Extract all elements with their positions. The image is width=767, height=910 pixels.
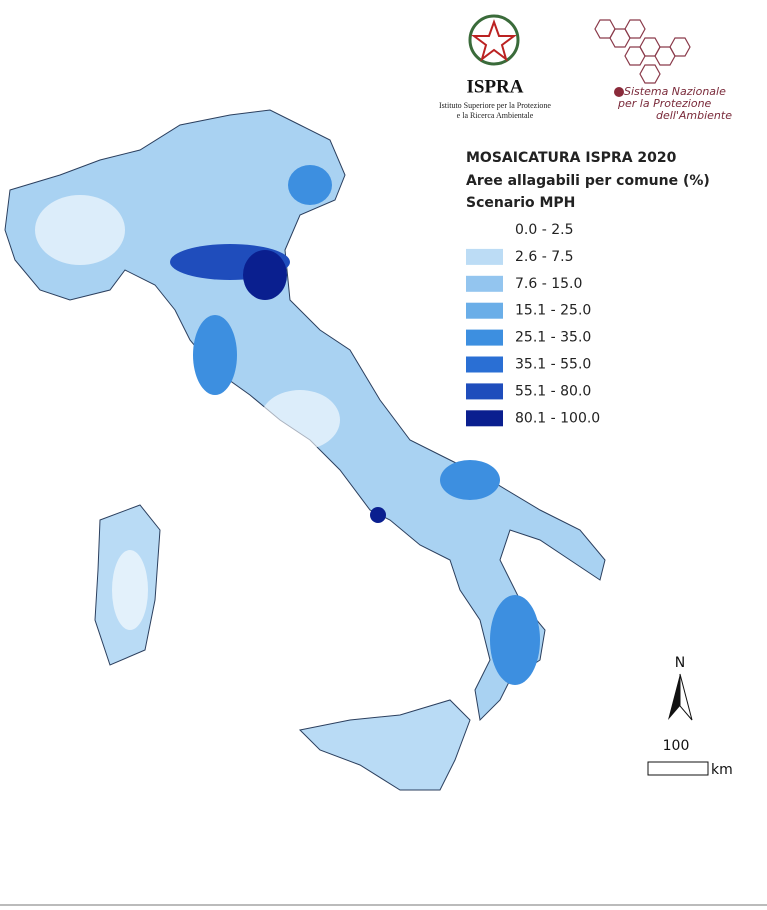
north-label: N — [675, 655, 685, 671]
arrow-half — [668, 674, 680, 720]
snpa-text: per la Protezione — [617, 97, 712, 110]
po-delta — [243, 250, 287, 300]
north-arrow: N — [668, 655, 693, 721]
legend-swatch — [466, 383, 503, 400]
scale-unit: km — [711, 762, 733, 778]
legend-swatch — [466, 248, 503, 265]
light-area — [260, 390, 340, 450]
campania — [370, 507, 386, 523]
legend-label: 7.6 - 15.0 — [515, 276, 582, 292]
ispra-subtitle: e la Ricerca Ambientale — [457, 111, 534, 120]
legend-swatch — [466, 222, 503, 238]
scale-bar: 100 km — [647, 738, 733, 778]
legend-label: 15.1 - 25.0 — [515, 303, 591, 319]
legend-title: MOSAICATURA ISPRA 2020 — [466, 150, 677, 166]
scale-rect — [647, 761, 709, 776]
legend-label: 80.1 - 100.0 — [515, 410, 600, 426]
veneto — [288, 165, 332, 205]
legend-title: Scenario MPH — [466, 195, 575, 211]
light-area — [112, 550, 148, 630]
ispra-name: ISPRA — [466, 76, 523, 97]
puglia — [440, 460, 500, 500]
arrow-half — [679, 673, 693, 721]
tuscany-coast — [193, 315, 237, 395]
emblem-star — [471, 19, 517, 62]
light-area — [35, 195, 125, 265]
legend-swatch — [466, 356, 503, 373]
scale-distance: 100 — [663, 738, 690, 754]
legend-label: 35.1 - 55.0 — [515, 357, 591, 373]
legend-label: 25.1 - 35.0 — [515, 330, 591, 346]
legend-swatch — [466, 329, 503, 346]
legend-label: 0.0 - 2.5 — [515, 222, 573, 238]
map-patches — [35, 165, 540, 685]
hexagon — [639, 64, 661, 84]
hexagon — [624, 46, 646, 66]
snpa-text: Sistema Nazionale — [624, 85, 726, 98]
legend-swatch — [466, 302, 503, 319]
legend: MOSAICATURA ISPRA 2020 Aree allagabili p… — [466, 150, 710, 427]
legend-swatch — [466, 275, 503, 292]
snpa-text: dell'Ambiente — [656, 109, 732, 122]
sicily — [298, 699, 471, 791]
snpa-logo — [594, 19, 691, 97]
ispra-logo: ISPRA Istituto Superiore per la Protezio… — [439, 14, 551, 120]
calabria — [490, 595, 540, 685]
hexagon — [669, 37, 691, 57]
hexagon — [624, 19, 646, 39]
legend-swatch — [466, 410, 503, 427]
legend-label: 55.1 - 80.0 — [515, 383, 591, 399]
legend-label: 2.6 - 7.5 — [515, 249, 573, 265]
ispra-subtitle: Istituto Superiore per la Protezione — [439, 101, 551, 110]
snpa-dot — [614, 87, 624, 97]
legend-title: Aree allagabili per comune (%) — [466, 173, 710, 189]
